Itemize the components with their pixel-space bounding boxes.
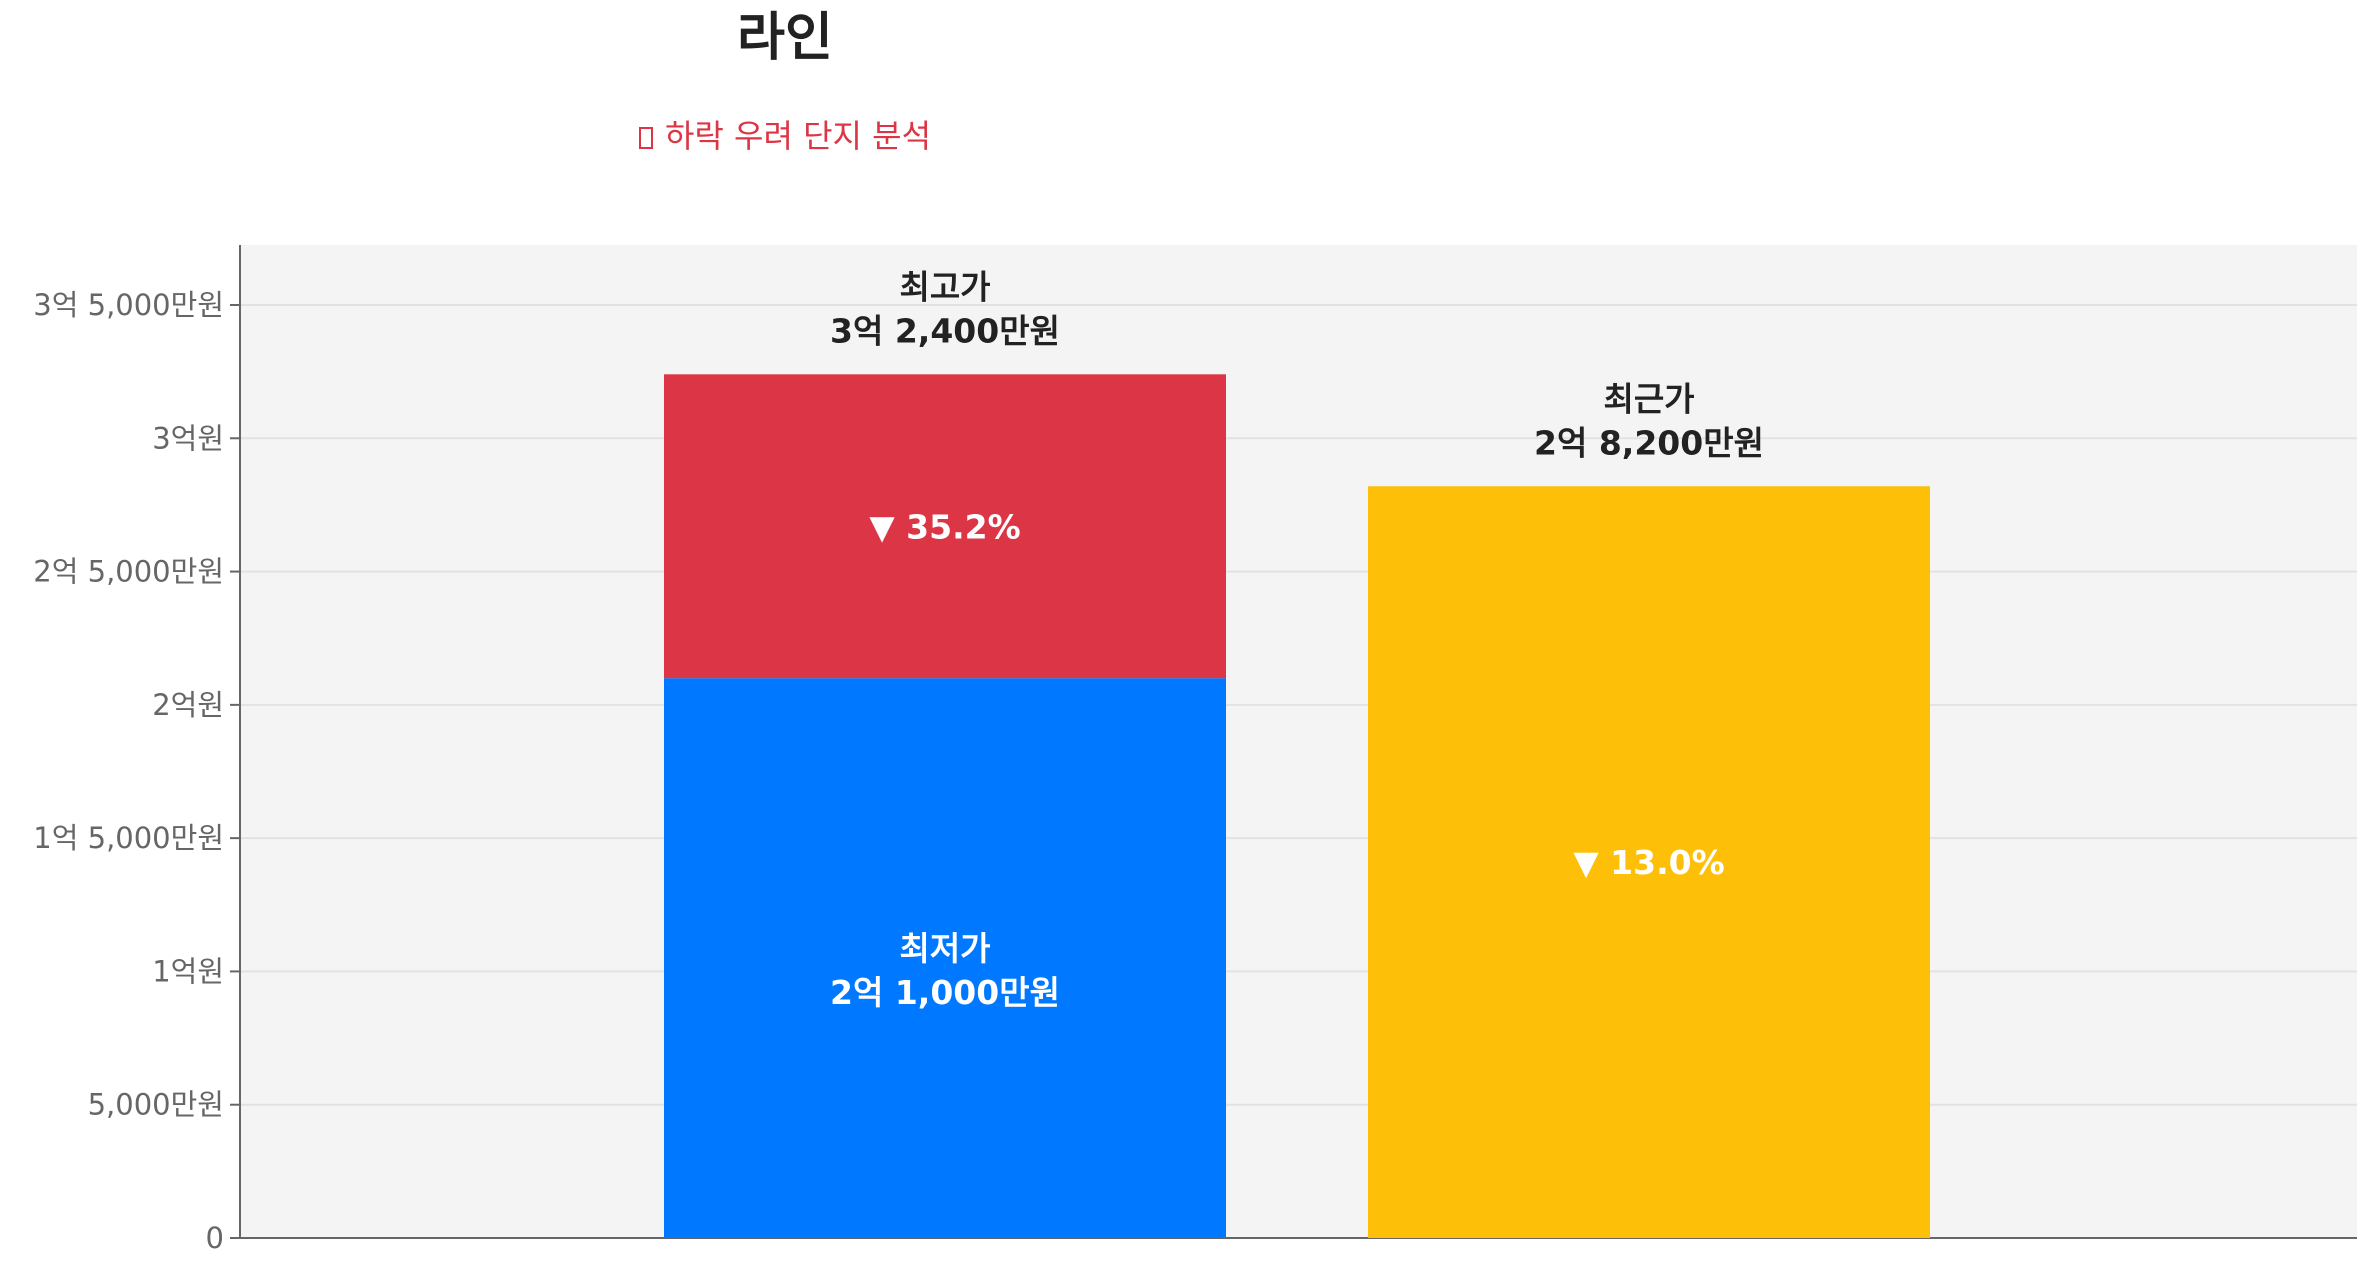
data-label-min: 2억 1,000만원 xyxy=(830,973,1060,1012)
y-tick-label: 2억원 xyxy=(152,688,224,722)
drop-pct-label-recent: ▼ 13.0% xyxy=(1573,843,1724,882)
y-tick-label: 1억원 xyxy=(152,954,224,988)
y-tick-label: 5,000만원 xyxy=(88,1088,224,1122)
drop-pct-label: ▼ 35.2% xyxy=(869,507,1020,546)
data-label-recent: 2억 8,200만원 xyxy=(1534,423,1764,462)
y-tick-label: 3억원 xyxy=(152,421,224,455)
y-tick-label: 3억 5,000만원 xyxy=(33,288,224,322)
data-label-max: 최고가 xyxy=(899,267,990,306)
y-tick-label: 2억 5,000만원 xyxy=(33,555,224,589)
y-tick-label: 1억 5,000만원 xyxy=(33,821,224,855)
data-label-recent: 최근가 xyxy=(1603,379,1694,418)
data-label-min: 최저가 xyxy=(899,929,990,968)
y-tick-label: 0 xyxy=(206,1221,224,1255)
plot-area xyxy=(240,245,2357,1238)
data-label-max: 3억 2,400만원 xyxy=(830,311,1060,350)
